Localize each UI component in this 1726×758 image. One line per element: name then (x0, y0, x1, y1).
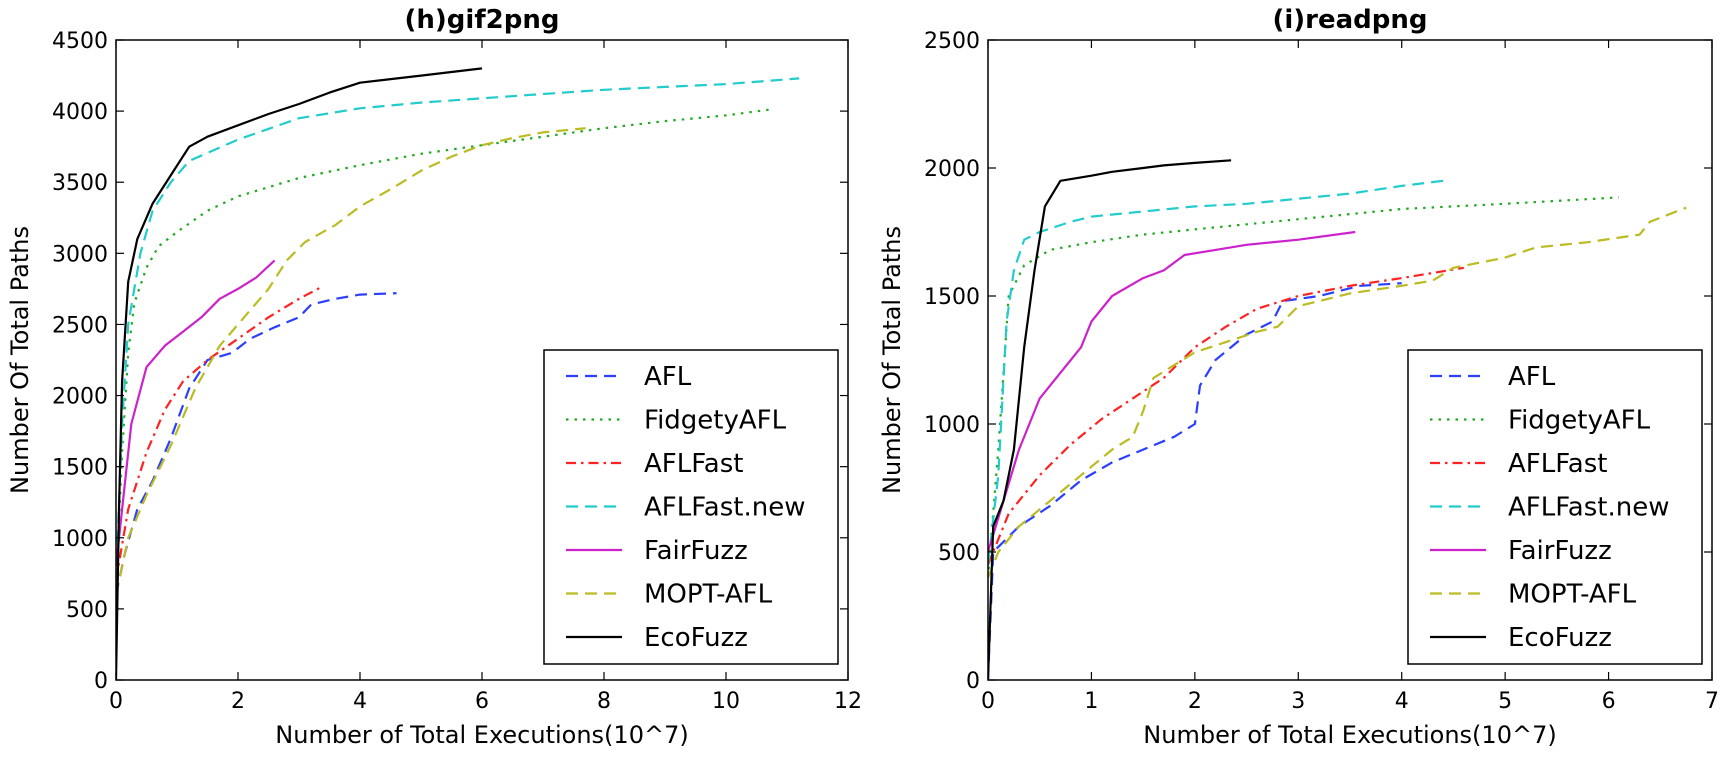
x-tick-label: 3 (1291, 689, 1305, 714)
series-line-fairfuzz (988, 230, 1356, 553)
series-line-fidgetyafl (988, 196, 1619, 578)
series-line-mopt-afl (116, 127, 586, 595)
y-tick-label: 3000 (52, 242, 108, 267)
x-tick-label: 0 (981, 689, 995, 714)
series-line-aflfast (116, 285, 324, 581)
series-lines (988, 159, 1687, 680)
y-tick-label: 2000 (52, 385, 108, 410)
legend-label: AFLFast (1508, 449, 1607, 479)
plot-frame (987, 39, 1713, 681)
legend-item: EcoFuzz (566, 623, 748, 653)
y-tick-label: 1000 (924, 413, 980, 438)
x-tick-label: 1 (1084, 689, 1098, 714)
legend: AFL FidgetyAFL AFLFast AFLFast.new FairFuzz M… (1407, 349, 1703, 665)
x-tick-label: 6 (475, 689, 489, 714)
legend-label: EcoFuzz (1508, 623, 1612, 653)
legend: AFL FidgetyAFL AFLFast AFLFast.new FairFuzz M… (543, 349, 839, 665)
x-tick-label: 5 (1498, 689, 1512, 714)
series-line-aflfast-new (116, 77, 800, 581)
x-tick-label: 7 (1705, 689, 1719, 714)
legend-label: FidgetyAFL (644, 406, 787, 436)
legend-item: EcoFuzz (1430, 623, 1612, 653)
legend-item: MOPT-AFL (1430, 580, 1637, 610)
y-tick-label: 1500 (52, 456, 108, 481)
y-tick-label: 2500 (924, 29, 980, 54)
y-tick-label: 0 (966, 669, 980, 694)
series-line-ecofuzz (988, 159, 1232, 680)
legend-label: AFLFast.new (644, 493, 805, 523)
y-tick-label: 0 (94, 669, 108, 694)
y-tick-label: 1000 (52, 527, 108, 552)
y-tick-label: 3500 (52, 171, 108, 196)
legend-label: MOPT-AFL (1508, 580, 1637, 610)
legend-label: FairFuzz (1508, 536, 1612, 566)
legend-item: FidgetyAFL (566, 406, 787, 436)
legend-item: AFL (566, 362, 692, 392)
y-tick-label: 4000 (52, 100, 108, 125)
legend-label: AFLFast (644, 449, 743, 479)
x-tick-label: 8 (597, 689, 611, 714)
series-line-ecofuzz (116, 67, 483, 680)
series-line-mopt-afl (988, 206, 1687, 579)
legend-label: FidgetyAFL (1508, 406, 1651, 436)
y-axis-label: Number Of Total Paths (6, 226, 34, 494)
x-tick-label: 4 (1395, 689, 1409, 714)
series-line-aflfast (988, 266, 1464, 566)
legend-item: AFLFast (566, 449, 743, 479)
legend-item: FairFuzz (566, 536, 748, 566)
y-tick-label: 500 (938, 541, 980, 566)
legend-label: AFL (1508, 362, 1556, 392)
legend-item: AFL (1430, 362, 1556, 392)
y-axis-label: Number Of Total Paths (878, 226, 906, 494)
x-tick-label: 2 (1188, 689, 1202, 714)
x-tick-label: 6 (1602, 689, 1616, 714)
x-axis-label: Number of Total Executions(10^7) (275, 721, 688, 749)
y-tick-label: 4500 (52, 29, 108, 54)
series-line-afl (116, 292, 397, 595)
x-tick-label: 10 (712, 689, 740, 714)
y-tick-label: 500 (66, 598, 108, 623)
legend-item: FidgetyAFL (1430, 406, 1651, 436)
y-tick-label: 2500 (52, 313, 108, 338)
series-line-aflfast-new (988, 179, 1444, 565)
legend-label: MOPT-AFL (644, 580, 773, 610)
legend-label: AFLFast.new (1508, 493, 1669, 523)
legend-label: FairFuzz (644, 536, 748, 566)
legend-item: AFLFast (1430, 449, 1607, 479)
chart-gif2png: 0 2 4 6 8 10 12 0 500 1000 1500 2000 2500 3000 3500 400… (6, 5, 862, 749)
series-line-afl (988, 282, 1402, 680)
series-line-fidgetyafl (116, 108, 769, 588)
series-line-fairfuzz (116, 259, 276, 567)
chart-readpng: 0 1 2 3 4 5 6 7 0 500 1000 1500 2000 2500 (i)readpng Nu… (878, 5, 1719, 749)
y-tick-label: 2000 (924, 157, 980, 182)
chart-title: (i)readpng (1272, 5, 1427, 35)
legend-label: AFL (644, 362, 692, 392)
y-tick-label: 1500 (924, 285, 980, 310)
legend-item: AFLFast.new (566, 493, 805, 523)
x-tick-label: 0 (109, 689, 123, 714)
legend-item: FairFuzz (1430, 536, 1612, 566)
series-lines (116, 67, 800, 680)
x-tick-label: 2 (231, 689, 245, 714)
x-tick-label: 4 (353, 689, 367, 714)
legend-item: MOPT-AFL (566, 580, 773, 610)
x-axis-label: Number of Total Executions(10^7) (1143, 721, 1556, 749)
x-tick-label: 12 (834, 689, 862, 714)
legend-label: EcoFuzz (644, 623, 748, 653)
legend-item: AFLFast.new (1430, 493, 1669, 523)
chart-title: (h)gif2png (405, 5, 560, 35)
